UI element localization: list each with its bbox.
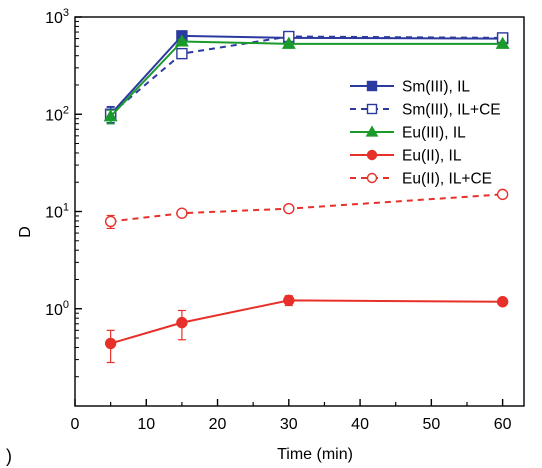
- x-tick-label: 60: [494, 416, 512, 433]
- axes-layer: 0 10 20 30 40 50 60 103 102 101 100: [45, 7, 524, 433]
- series: [106, 189, 508, 228]
- data-point: [177, 318, 187, 328]
- data-point: [177, 49, 187, 59]
- legend-label: Eu(III), IL: [402, 125, 466, 142]
- legend-marker: [368, 82, 377, 91]
- plot-frame: [75, 17, 524, 406]
- series: [106, 295, 508, 362]
- x-axis-label: Time (min): [277, 446, 353, 463]
- x-tick-label: 0: [71, 416, 80, 433]
- y-tick-label: 100: [45, 299, 69, 319]
- data-point: [106, 216, 116, 226]
- legend-marker: [368, 105, 377, 114]
- legend-item: Eu(II), IL+CE: [350, 171, 492, 188]
- legend-label: Eu(II), IL+CE: [402, 171, 492, 188]
- x-tick-label: 20: [209, 416, 227, 433]
- legend-marker: [368, 174, 377, 183]
- data-point: [498, 189, 508, 199]
- x-tick-label: 30: [280, 416, 298, 433]
- x-tick-label: 40: [351, 416, 369, 433]
- legend: Sm(III), IL Sm(III), IL+CE Eu(III), IL Eu(I…: [350, 79, 501, 188]
- legend-label: Eu(II), IL: [402, 148, 462, 165]
- x-tick-label: 50: [422, 416, 440, 433]
- legend-item: Sm(III), IL+CE: [350, 102, 501, 119]
- series-line: [111, 300, 503, 343]
- y-axis-label: D: [17, 226, 34, 238]
- y-tick-label: 102: [45, 104, 69, 124]
- series-line: [111, 194, 503, 221]
- x-tick-label: 10: [137, 416, 155, 433]
- data-point: [284, 295, 294, 305]
- data-point: [498, 297, 508, 307]
- y-tick-label: 101: [45, 202, 69, 222]
- legend-item: Eu(II), IL: [350, 148, 462, 165]
- legend-item: Sm(III), IL: [350, 79, 470, 96]
- data-point: [106, 338, 116, 348]
- legend-label: Sm(III), IL+CE: [402, 102, 501, 119]
- y-tick-label: 103: [45, 7, 69, 27]
- legend-item: Eu(III), IL: [350, 125, 466, 142]
- data-point: [284, 204, 294, 214]
- panel-marker: ): [6, 446, 12, 466]
- legend-label: Sm(III), IL: [402, 79, 470, 96]
- data-point: [177, 208, 187, 218]
- legend-marker: [368, 151, 377, 160]
